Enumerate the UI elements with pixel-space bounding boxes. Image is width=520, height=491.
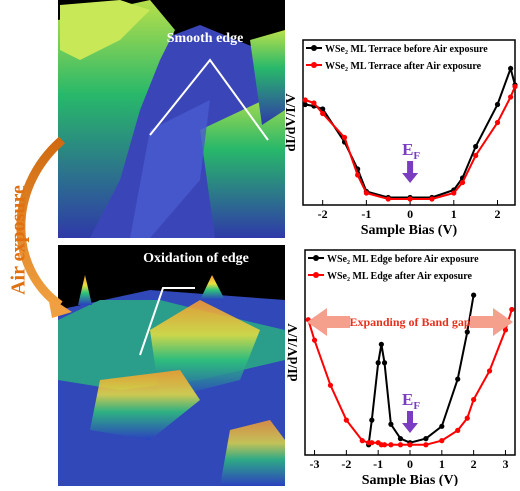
- data-point: [439, 438, 445, 444]
- legend-label: WSe₂ ML Terrace after Air exposure: [325, 61, 482, 72]
- data-point: [509, 306, 515, 313]
- data-point: [502, 327, 509, 333]
- legend-label: WSe₂ ML Edge after Air exposure: [327, 271, 472, 282]
- x-tick-label: 1: [451, 207, 457, 221]
- fermi-arrow-shaft: [407, 161, 414, 173]
- data-point: [494, 119, 501, 126]
- x-tick-label: 1: [439, 457, 445, 471]
- data-point: [388, 421, 394, 427]
- exposure-arrowhead: [48, 296, 72, 318]
- data-point: [397, 436, 404, 442]
- data-point: [302, 101, 308, 108]
- legend-marker: [311, 62, 317, 68]
- x-tick-label: -3: [310, 457, 320, 471]
- data-point: [423, 442, 429, 448]
- data-point: [369, 417, 375, 423]
- data-point: [459, 179, 466, 186]
- data-point: [471, 397, 477, 403]
- data-point: [320, 106, 326, 112]
- data-point: [464, 415, 470, 421]
- data-point: [464, 329, 470, 335]
- y-axis-label: dI/dV/I/V: [284, 93, 299, 151]
- image-label: Smooth edge: [167, 31, 244, 46]
- legend-label: WSe₂ ML Edge before Air exposure: [327, 254, 479, 265]
- band-gap-annotation: Expanding of Band gap: [349, 315, 470, 329]
- data-point: [423, 436, 429, 442]
- data-point: [397, 442, 404, 448]
- legend-label: WSe₂ ML Terrace before Air exposure: [325, 44, 488, 55]
- data-point: [471, 292, 477, 298]
- exposure-arrow: [16, 136, 65, 309]
- x-tick-label: 0: [407, 457, 413, 471]
- data-point: [429, 196, 435, 202]
- data-point: [320, 110, 326, 117]
- data-point: [494, 101, 501, 108]
- data-point: [363, 190, 369, 196]
- x-tick-label: -2: [318, 207, 328, 221]
- data-point: [311, 100, 317, 106]
- band-gap-arrow-right: [470, 308, 513, 336]
- x-tick-label: -2: [341, 457, 351, 471]
- fermi-subscript: F: [413, 400, 420, 412]
- data-point: [311, 337, 318, 343]
- data-point: [375, 360, 381, 366]
- fermi-letter: E: [402, 390, 413, 409]
- x-tick-label: -1: [373, 457, 383, 471]
- x-tick-label: 0: [407, 207, 413, 221]
- data-point: [381, 360, 388, 366]
- edge-arrows: [139, 58, 269, 356]
- x-tick-label: 3: [502, 457, 508, 471]
- fermi-arrow-head: [402, 173, 419, 183]
- x-axis-label: Sample Bias (V): [361, 223, 458, 238]
- legend-marker: [313, 255, 319, 261]
- data-point: [355, 172, 361, 178]
- side-label: Air exposure: [8, 185, 30, 295]
- data-point: [439, 423, 445, 429]
- data-point: [302, 97, 308, 103]
- data-point: [407, 442, 413, 448]
- y-axis-label: dI/dV/I/V: [286, 323, 301, 381]
- data-point: [508, 94, 514, 100]
- data-point: [486, 368, 493, 374]
- data-point: [407, 196, 413, 202]
- data-point: [451, 190, 457, 196]
- data-point: [473, 143, 479, 150]
- fermi-subscript: F: [413, 150, 420, 162]
- fermi-arrow-shaft: [407, 411, 413, 423]
- legend-marker: [311, 45, 317, 51]
- fermi-letter: E: [402, 140, 413, 159]
- fermi-arrow-head: [402, 423, 418, 433]
- data-point: [381, 442, 388, 448]
- data-point: [385, 196, 391, 202]
- x-tick-label: -1: [361, 207, 371, 221]
- plot-frame: [302, 39, 516, 206]
- fermi-label: EF: [402, 140, 420, 162]
- data-point: [343, 417, 349, 423]
- data-point: [378, 341, 384, 347]
- data-point: [508, 65, 514, 72]
- data-point: [512, 83, 518, 90]
- band-gap-arrow-left: [307, 308, 350, 336]
- stm-image-bottom: [58, 245, 285, 486]
- image-label: Oxidation of edge: [143, 251, 249, 266]
- data-point: [327, 382, 334, 388]
- data-point: [359, 438, 365, 444]
- data-point: [341, 134, 348, 141]
- data-point: [455, 427, 461, 433]
- data-point: [388, 442, 394, 448]
- data-point: [369, 440, 375, 446]
- data-point: [455, 376, 461, 382]
- fermi-label: EF: [402, 390, 420, 412]
- x-tick-label: 2: [471, 457, 477, 471]
- data-point: [473, 152, 479, 159]
- x-axis-label: Sample Bias (V): [362, 473, 459, 486]
- x-tick-label: 2: [495, 207, 501, 221]
- legend-marker: [313, 272, 319, 278]
